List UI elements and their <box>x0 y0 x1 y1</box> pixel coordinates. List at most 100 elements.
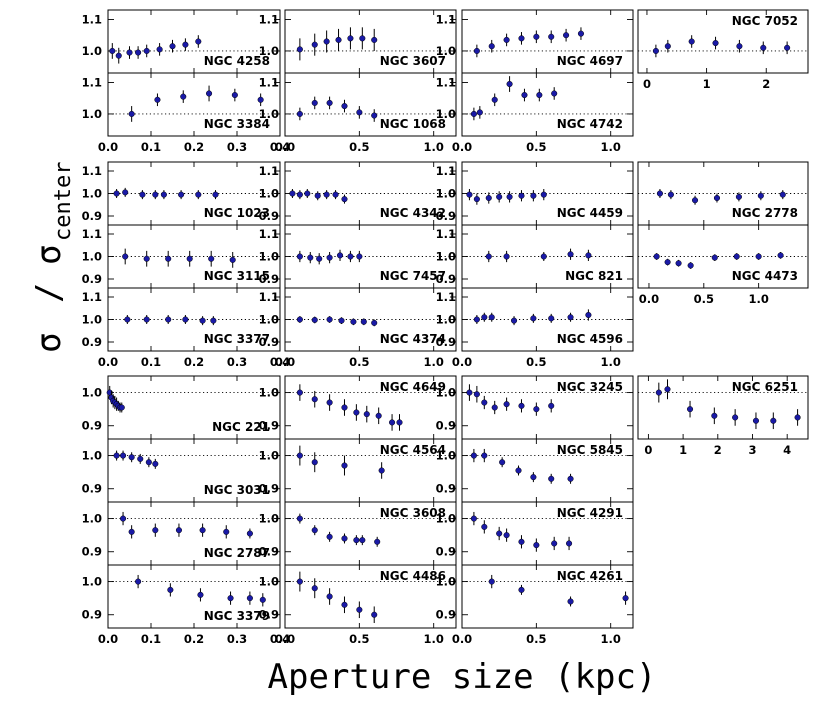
y-tick-label: 1.0 <box>436 44 456 58</box>
data-point <box>491 96 498 103</box>
data-point <box>530 315 537 322</box>
data-point <box>499 459 506 466</box>
data-point <box>231 92 238 99</box>
data-point <box>326 99 333 106</box>
y-tick-label: 0.9 <box>436 608 456 622</box>
galaxy-name-label: NGC 3031 <box>204 483 270 497</box>
data-point <box>122 253 129 260</box>
data-point <box>359 537 366 544</box>
x-tick-label: 0.0 <box>98 140 118 154</box>
y-tick-label: 1.0 <box>82 313 102 327</box>
panel: 0.91.0 NGC 4486 <box>259 564 457 629</box>
data-point <box>548 315 555 322</box>
x-tick-label: 1.0 <box>424 632 444 646</box>
y-tick-label: 0.9 <box>259 482 279 496</box>
panel-group: NGC 2778 NGC 4473 0.0 0.5 1.0 <box>637 161 809 306</box>
y-tick-label: 0.9 <box>259 545 279 559</box>
data-point <box>296 316 303 323</box>
x-tick-label: 0.5 <box>694 292 714 306</box>
data-point <box>326 399 333 406</box>
data-point <box>711 254 718 261</box>
y-tick-label: 1.1 <box>82 12 102 26</box>
data-point <box>120 515 127 522</box>
data-point <box>518 538 525 545</box>
data-point <box>470 452 477 459</box>
data-point <box>481 314 488 321</box>
data-point <box>199 527 206 534</box>
x-tick-label: 0.0 <box>275 140 295 154</box>
data-point <box>195 38 202 45</box>
y-tick-label: 1.0 <box>436 575 456 589</box>
y-axis-sigma: σ <box>29 333 69 353</box>
data-point <box>128 528 135 535</box>
data-point <box>779 191 786 198</box>
data-point <box>323 38 330 45</box>
data-point <box>622 595 629 602</box>
data-point <box>195 191 202 198</box>
galaxy-name-label: NGC 821 <box>565 269 623 283</box>
data-point <box>311 459 318 466</box>
x-tick-label: 1 <box>703 77 711 91</box>
data-point <box>126 49 133 56</box>
panel-group: 1.0 1.1 NGC 4697 1.0 1.1 NGC 4742 0.0 0.5 1.0 <box>436 9 634 154</box>
data-point <box>476 109 483 116</box>
data-point <box>307 254 314 261</box>
panel: 0.9 1.0 1.1 NGC 821 <box>436 224 634 289</box>
data-point <box>182 316 189 323</box>
data-point <box>296 253 303 260</box>
galaxy-name-label: NGC 4649 <box>380 380 446 394</box>
data-point <box>563 32 570 39</box>
x-tick-label: 0.5 <box>349 632 369 646</box>
data-point <box>777 252 784 259</box>
data-point <box>347 253 354 260</box>
data-point <box>760 44 767 51</box>
galaxy-name-label: NGC 5845 <box>557 443 623 457</box>
y-tick-label: 1.0 <box>259 512 279 526</box>
data-point <box>186 255 193 262</box>
x-tick-label: 0.0 <box>98 355 118 369</box>
y-tick-label: 1.0 <box>82 250 102 264</box>
panel-frame <box>461 564 634 629</box>
y-axis-title: σ / σ center <box>29 162 76 353</box>
data-point <box>356 606 363 613</box>
data-point <box>356 253 363 260</box>
data-point <box>314 192 321 199</box>
data-point <box>518 192 525 199</box>
data-point <box>139 191 146 198</box>
galaxy-name-label: NGC 4258 <box>204 54 270 68</box>
panel: 1.0 1.1 NGC 4697 <box>436 9 634 74</box>
data-point <box>712 40 719 47</box>
data-point <box>551 90 558 97</box>
y-tick-label: 0.9 <box>82 209 102 223</box>
panel: 0.9 1.0 NGC 4261 <box>436 564 634 629</box>
y-tick-label: 1.1 <box>259 164 279 178</box>
data-point <box>548 402 555 409</box>
data-point <box>353 409 360 416</box>
data-point <box>664 259 671 266</box>
data-point <box>503 253 510 260</box>
x-tick-label: 0.3 <box>227 632 247 646</box>
x-tick-label: 0 <box>644 443 652 457</box>
data-point <box>326 316 333 323</box>
y-tick-label: 0.9 <box>436 419 456 433</box>
data-point <box>359 35 366 42</box>
panel: 0.9 1.0 NGC 3379 <box>82 564 281 629</box>
data-point <box>488 314 495 321</box>
data-point <box>711 412 718 419</box>
data-point <box>491 404 498 411</box>
y-tick-label: 1.0 <box>82 107 102 121</box>
data-point <box>323 191 330 198</box>
x-tick-label: 1.0 <box>424 140 444 154</box>
data-point <box>496 530 503 537</box>
data-point <box>481 399 488 406</box>
data-point <box>530 474 537 481</box>
panel: 0.9 1.0 NGC 3245 <box>436 375 634 440</box>
data-point <box>652 47 659 55</box>
data-point <box>518 586 525 593</box>
x-tick-label: 0.1 <box>141 140 161 154</box>
y-tick-label: 1.0 <box>436 107 456 121</box>
data-point <box>311 527 318 534</box>
y-tick-label: 1.0 <box>436 313 456 327</box>
